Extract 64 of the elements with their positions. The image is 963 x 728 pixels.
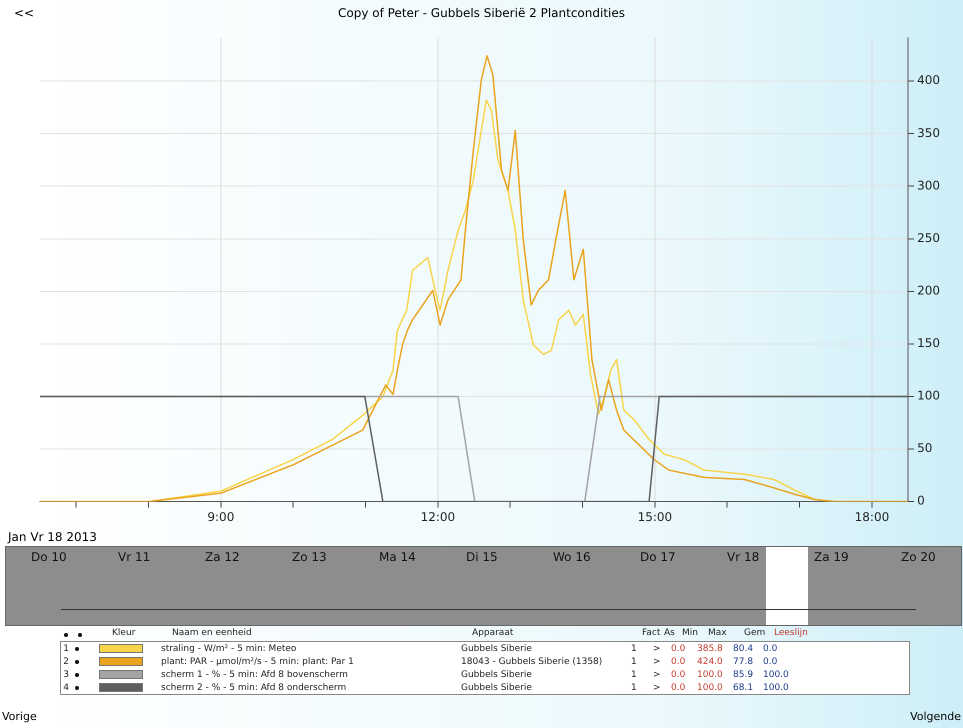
x-tick-label: 9:00 (207, 510, 234, 524)
text: 100.0 (763, 682, 789, 692)
text: 0.0 (671, 656, 686, 666)
text: 68.1 (733, 682, 754, 692)
y-tick-label: 300 (917, 178, 940, 192)
x-tick-label: 18:00 (854, 510, 890, 524)
text: 100.0 (697, 670, 724, 680)
overview-strip: Do 10 Vr 11 Za 12 Zo 13 Ma 14 Di 15 Wo 16 Do 17 Vr 18 Za 19 Zo 20 (5, 546, 962, 626)
text: 0.0 (763, 656, 778, 666)
text: 0.0 (763, 644, 778, 654)
legend-label: straling - W/m² - 5 min: Meteo (161, 644, 298, 654)
text: Fact (642, 628, 662, 640)
text: As (664, 628, 676, 640)
legend-label: scherm 2 - % - 5 min: Afd 8 onderscherm (161, 682, 348, 692)
text: Leeslijn (774, 628, 808, 640)
text: Naam en eenheid (172, 628, 253, 640)
text: 18043 - Gubbels Siberie (1358) (461, 656, 604, 666)
text: 0.0 (671, 682, 686, 692)
x-tick-label: 15:00 (638, 510, 672, 524)
legend-label: plant: PAR - µmol/m²/s - 5 min: plant: Par 1 (161, 656, 355, 666)
text: Vorige (2, 710, 37, 723)
text: > (653, 670, 662, 680)
text: 100.0 (763, 670, 789, 680)
text: 4 (62, 682, 69, 692)
text: 2 (62, 656, 69, 666)
text: 1 (631, 682, 638, 692)
text: Volgende (910, 710, 961, 723)
text: 1 (631, 644, 638, 654)
text: Min (682, 628, 699, 640)
text: << (14, 6, 34, 20)
legend-label: scherm 1 - % - 5 min: Afd 8 bovenscherm (161, 670, 349, 680)
text: 1 (631, 670, 638, 680)
text: 3 (62, 670, 69, 680)
text: > (653, 682, 662, 692)
text: 80.4 (733, 644, 754, 654)
y-tick-label: 150 (917, 336, 940, 350)
text: 100.0 (697, 682, 724, 692)
text: Gubbels Siberie (461, 682, 533, 692)
text: Gem (744, 628, 766, 640)
chart-title: Copy of Peter - Gubbels Siberië 2 Plantcondities (338, 6, 625, 20)
text: 0.0 (671, 644, 686, 654)
y-tick-label: 400 (917, 73, 940, 88)
text: 424.0 (697, 656, 724, 666)
y-tick-label: 0 (917, 494, 925, 508)
y-tick-label: 50 (917, 441, 932, 456)
text: Gubbels Siberie (461, 670, 533, 680)
text: 77.8 (733, 656, 754, 666)
text: > (653, 644, 662, 654)
x-tick-label: 12:00 (420, 510, 456, 524)
text: Gubbels Siberie (461, 644, 533, 654)
text: 1 (62, 644, 69, 654)
y-tick-label: 350 (917, 126, 940, 140)
y-tick-label: 200 (917, 283, 940, 298)
text: Max (708, 628, 728, 640)
text: 385.8 (697, 644, 724, 654)
text: Apparaat (472, 628, 514, 640)
text: Jan Vr 18 2013 (8, 530, 97, 544)
text: 85.9 (733, 670, 754, 680)
text: > (653, 656, 662, 666)
y-tick-label: 250 (917, 230, 940, 245)
y-tick-label: 100 (917, 388, 940, 403)
text: 1 (631, 656, 638, 666)
text: 0.0 (671, 670, 686, 680)
text: Kleur (112, 628, 136, 640)
